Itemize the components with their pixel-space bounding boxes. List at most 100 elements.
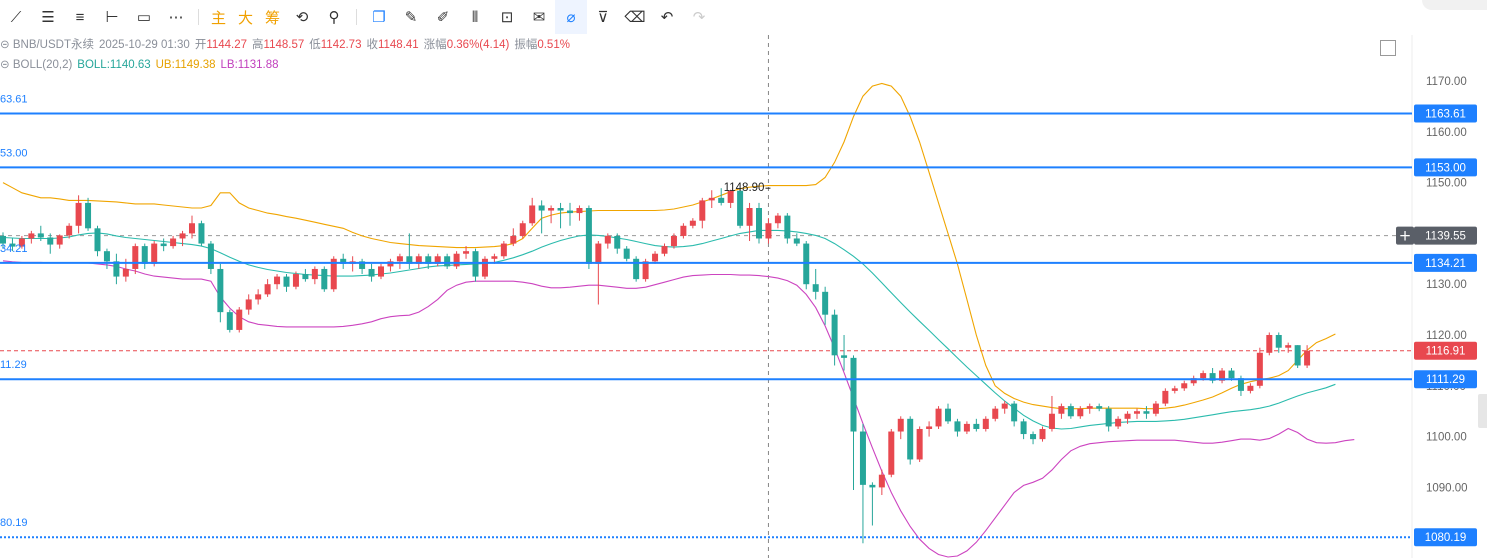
candle-body [9,243,16,247]
candle-body [822,291,829,315]
candle [812,268,819,300]
candle-body [1086,406,1093,409]
candle [434,253,441,267]
replay-icon[interactable]: ⟲ [295,9,309,26]
candle [56,234,63,249]
pen-icon[interactable]: ✐ [436,9,450,26]
bell-icon[interactable]: ⊝ [0,59,13,71]
symbol-label[interactable]: BNB/USDT永续 [12,39,94,51]
candle-body [179,233,186,239]
candle-body [737,190,744,226]
chart-header: ⊝ BNB/USDT永续 2025-10-29 01:30 开 1144.27 … [0,35,570,75]
candle [264,279,271,297]
undo-icon[interactable]: ↶ [660,9,674,26]
candle-body [1067,406,1074,417]
candle-body [954,421,961,432]
more-icon[interactable]: ⋯ [168,9,184,26]
candle-body [245,299,252,310]
candle [1181,380,1188,391]
candle [765,218,772,244]
candle [670,233,677,249]
candle-body [359,261,366,269]
candle-body [841,355,848,358]
candle [330,256,337,292]
horizontal-line-price-tag [1414,528,1477,547]
ruler-icon[interactable]: ✎ [404,9,418,26]
redo-icon[interactable]: ↷ [692,9,706,26]
candle-body [406,256,413,264]
magnet-icon[interactable]: ⌀ [555,0,587,34]
candle [444,253,451,269]
boll-lb-value: LB:1131.88 [220,59,279,71]
horizontal-line-price-tag [1414,370,1477,389]
candle-body [481,258,488,277]
candle-body [831,314,838,356]
candle [831,309,838,366]
candle-body [878,474,885,488]
candle-body [614,235,621,249]
boll-indicator-label[interactable]: BOLL(20,2) [12,59,73,71]
candle-body [1190,378,1197,384]
boll-row: ⊝ BOLL(20,2) BOLL:1140.63 UB:1149.38 LB:… [0,55,570,75]
candle [1256,347,1263,389]
candle [94,225,101,257]
filter-icon[interactable]: ⊽ [597,9,609,26]
candle [1266,332,1273,356]
candle [255,289,262,305]
measure-icon[interactable]: ⚲ [328,9,340,26]
collapse-icon[interactable]: ⊝ [0,39,13,51]
trash-icon[interactable]: ⌫ [624,9,646,26]
candle [803,241,810,290]
candle [198,220,205,247]
candle [926,421,933,437]
candle-body [718,197,725,203]
candle [623,246,630,262]
lock-icon[interactable]: ⊡ [500,9,514,26]
candle [75,195,82,234]
candle-body [132,246,139,269]
datetime-label: 2025-10-29 01:30 [99,39,190,51]
candle [1247,383,1254,394]
candle [1143,406,1150,419]
candle-body [141,246,148,264]
candle [1086,403,1093,414]
parallel-lines-icon[interactable]: ☰ [41,9,55,26]
candle [207,241,214,275]
line-tool-icon[interactable]: ⟋ [10,8,22,26]
candle [793,233,800,247]
candle [472,248,479,282]
candle [652,251,659,264]
candle [1294,345,1301,369]
horizontal-segment-icon[interactable]: ⊢ [105,9,119,26]
candle-body [699,200,706,221]
candle [160,238,167,252]
cn-tool-button-2[interactable]: 筹 [264,9,280,27]
cn-tool-button-0[interactable]: 主 [210,9,226,27]
candle [274,274,281,290]
candle-body [1115,418,1122,427]
candle [103,248,110,269]
candle [283,274,290,292]
horizontal-line-price-label: 1134.21 [1425,258,1466,270]
expand-icon[interactable] [1380,40,1396,56]
note-icon[interactable]: ✉ [532,9,546,26]
candle [519,220,526,239]
candle [699,197,706,229]
horizontal-line-left-label: 63.61 [0,93,28,105]
horizontal-lines-icon[interactable]: ≡ [75,8,85,26]
candle [113,253,120,285]
candle-body [283,276,290,287]
candle-body [1011,403,1018,422]
current-price-label: 1116.91 [1426,346,1466,358]
candle-body [680,225,687,236]
candles-icon[interactable]: ⦀ [471,8,479,26]
candle [170,235,177,249]
candle [1171,385,1178,394]
cn-tool-button-1[interactable]: 大 [237,9,253,27]
boll-ub-value: UB:1149.38 [155,59,216,71]
side-panel-handle[interactable] [1478,394,1487,428]
rectangle-icon[interactable]: ▭ [136,9,152,26]
candle-body [585,208,592,264]
copy-icon[interactable]: ❐ [372,9,386,26]
